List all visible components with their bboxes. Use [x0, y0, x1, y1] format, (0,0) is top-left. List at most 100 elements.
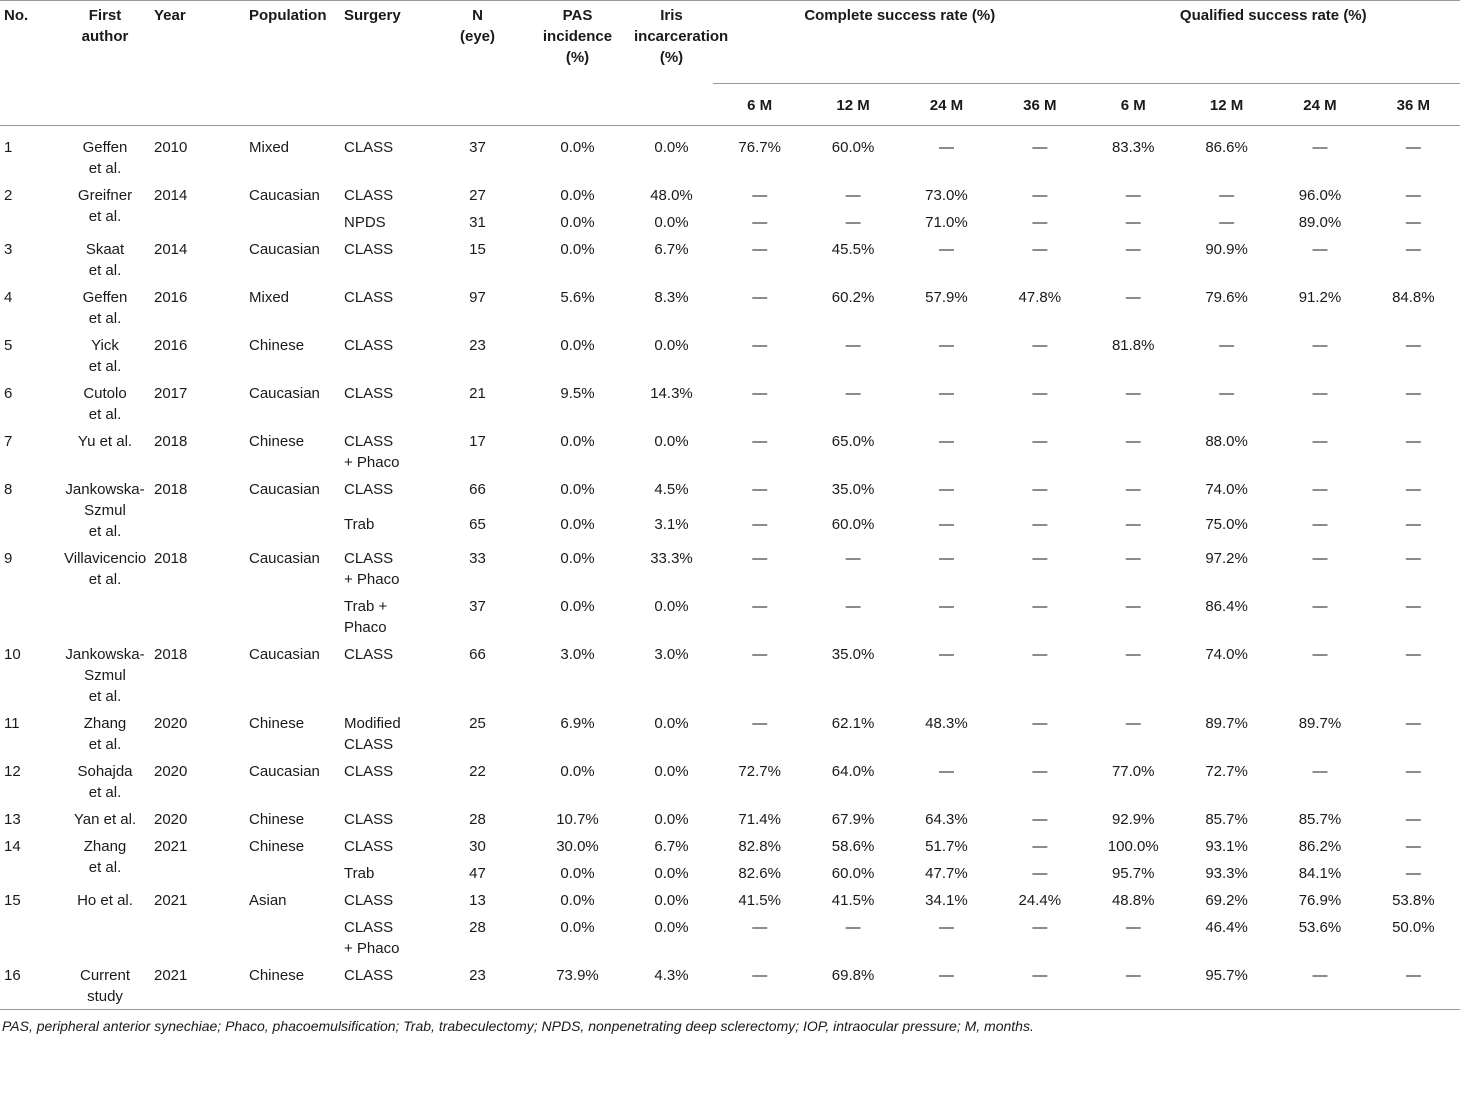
population: Mixed — [249, 139, 290, 156]
qualified-success: — — [1405, 646, 1421, 663]
surgery: CLASS — [344, 139, 394, 156]
surgery: CLASS — [344, 838, 394, 855]
iris-incarceration: 3.1% — [654, 515, 689, 533]
qualified-success: 81.8% — [1111, 337, 1155, 354]
qualified-success: — — [1125, 715, 1141, 732]
population: Chinese — [249, 838, 305, 855]
complete-success: — — [1032, 550, 1048, 567]
complete-success: — — [752, 646, 768, 663]
first-author: Jankowska- Szmul et al. — [65, 481, 145, 540]
table-row: 7 Yu et al. 2018 Chinese CLASS + Phaco 17 0.0%… — [0, 427, 1460, 475]
qualified-success: — — [1312, 550, 1328, 567]
table-row: CLASS + Phaco 28 0.0% 0.0% — — — — — 46.4% 53.6% 50… — [0, 913, 1460, 961]
subheader-row: 6 M 12 M 24 M 36 M 6 M 12 M 24 M 36 M — [0, 84, 1460, 126]
study-number: 4 — [4, 289, 13, 306]
qualified-success: 48.8% — [1111, 892, 1155, 909]
qualified-success: 83.3% — [1111, 139, 1155, 156]
year: 2018 — [154, 550, 188, 567]
complete-success: 45.5% — [831, 241, 875, 258]
surgery: CLASS — [344, 481, 394, 498]
population: Caucasian — [249, 241, 320, 258]
table-header: No. First author Year Population Surgery N (e… — [0, 0, 1460, 126]
complete-success: — — [1032, 214, 1048, 231]
qualified-success: 89.0% — [1298, 214, 1342, 231]
month-header: 24 M — [929, 97, 964, 114]
study-number: 1 — [4, 139, 13, 156]
month-header: 36 M — [1396, 97, 1431, 114]
column-header: Surgery — [344, 7, 401, 24]
month-header: 12 M — [1209, 97, 1244, 114]
pas-incidence: 30.0% — [556, 838, 599, 855]
population: Caucasian — [249, 763, 320, 780]
table-row: 13 Yan et al. 2020 Chinese CLASS 28 10.7% 0.0% 7… — [0, 805, 1460, 832]
complete-success: 65.0% — [831, 433, 875, 450]
table-row: 12 Sohajda et al. 2020 Caucasian CLASS 22 0.0%… — [0, 757, 1460, 805]
qualified-success: — — [1405, 811, 1421, 828]
qualified-success: 96.0% — [1298, 187, 1342, 204]
complete-success: — — [1032, 385, 1048, 402]
iris-incarceration: 6.7% — [654, 838, 689, 855]
complete-success: 62.1% — [831, 715, 875, 732]
study-number: 12 — [4, 763, 21, 780]
qualified-success: 93.1% — [1205, 838, 1248, 855]
eye-count: 33 — [469, 550, 486, 567]
eye-count: 37 — [469, 139, 486, 156]
iris-incarceration: 4.5% — [654, 481, 689, 498]
qualified-success: 79.6% — [1205, 289, 1248, 306]
complete-success: — — [1032, 838, 1048, 855]
year: 2018 — [154, 433, 188, 450]
complete-success: — — [752, 385, 768, 402]
complete-success: 60.0% — [831, 515, 875, 533]
complete-success: 57.9% — [925, 289, 968, 306]
complete-success: — — [752, 967, 768, 984]
study-number: 15 — [4, 892, 21, 909]
eye-count: 21 — [469, 385, 486, 402]
table-row: 9 Villavicencio et al. 2018 Caucasian CLASS … — [0, 544, 1460, 592]
complete-success: — — [752, 289, 768, 306]
pas-incidence: 0.0% — [560, 598, 595, 615]
qualified-success: — — [1405, 865, 1421, 882]
year: 2021 — [154, 838, 188, 855]
eye-count: 13 — [469, 892, 486, 909]
complete-success: — — [1032, 865, 1048, 882]
complete-success: — — [1032, 337, 1048, 354]
iris-incarceration: 3.0% — [654, 646, 689, 663]
table-row: 4 Geffen et al. 2016 Mixed CLASS 97 5.6% 8.3% — 6… — [0, 283, 1460, 331]
qualified-success: — — [1405, 241, 1421, 258]
complete-success: — — [845, 550, 861, 567]
study-number: 2 — [4, 187, 13, 204]
eye-count: 23 — [469, 967, 486, 984]
complete-success: — — [752, 337, 768, 354]
complete-success: — — [938, 598, 954, 615]
table-row: 11 Zhang et al. 2020 Chinese Modified CLASS 2… — [0, 709, 1460, 757]
eye-count: 15 — [469, 241, 486, 258]
population: Chinese — [249, 967, 305, 984]
column-header: N (eye) — [459, 7, 496, 45]
qualified-success: 95.7% — [1111, 865, 1155, 882]
complete-success: — — [752, 241, 768, 258]
month-header: 6 M — [1120, 97, 1146, 114]
complete-success: — — [1032, 139, 1048, 156]
qualified-success: — — [1219, 337, 1235, 354]
population: Caucasian — [249, 481, 320, 498]
iris-incarceration: 0.0% — [654, 811, 689, 828]
table-body: 1 Geffen et al. 2010 Mixed CLASS 37 0.0% 0.0% 76… — [0, 126, 1460, 1010]
eye-count: 31 — [469, 214, 486, 231]
first-author: Geffen et al. — [82, 139, 128, 177]
qualified-success: — — [1312, 967, 1328, 984]
surgery: Trab — [344, 515, 375, 533]
population: Mixed — [249, 289, 290, 306]
qualified-success: — — [1405, 139, 1421, 156]
qualified-success: — — [1125, 919, 1141, 936]
complete-success: 35.0% — [831, 646, 875, 663]
qualified-success: 77.0% — [1111, 763, 1155, 780]
surgery: CLASS — [344, 811, 394, 828]
qualified-success: — — [1405, 214, 1421, 231]
qualified-success: — — [1405, 838, 1421, 855]
qualified-success: 75.0% — [1205, 515, 1248, 533]
surgery: CLASS + Phaco — [344, 919, 400, 957]
pas-incidence: 6.9% — [560, 715, 595, 732]
year: 2014 — [154, 187, 188, 204]
study-number: 16 — [4, 967, 21, 984]
eye-count: 28 — [469, 919, 486, 936]
